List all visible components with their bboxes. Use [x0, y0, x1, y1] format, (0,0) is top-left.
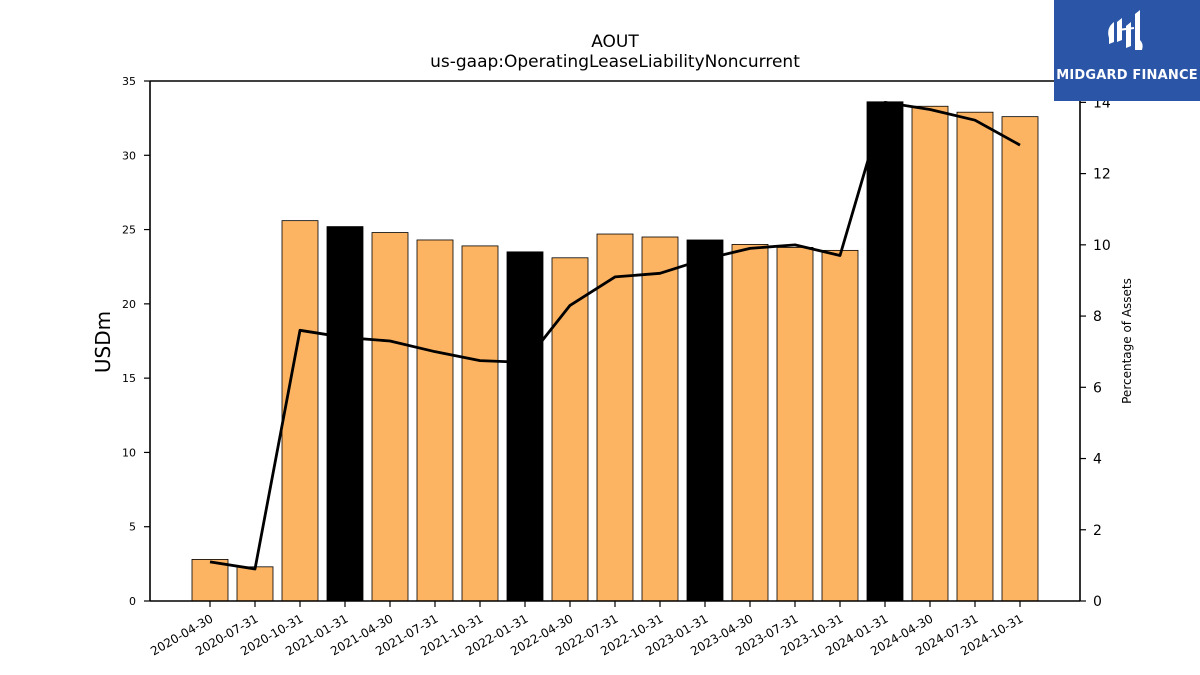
y2-tick-label: 2	[1093, 523, 1102, 539]
y-tick-label: 10	[122, 446, 136, 459]
axes: 05101520253035024681012142020-04-302020-…	[122, 75, 1111, 658]
y2-tick-label: 12	[1093, 167, 1111, 183]
y2-tick-label: 6	[1093, 380, 1102, 396]
y2-tick-label: 4	[1093, 452, 1102, 468]
y2-tick-label: 10	[1093, 238, 1111, 254]
bar-2024-04-30	[911, 105, 949, 602]
y-tick-label: 25	[122, 224, 136, 237]
y-tick-label: 35	[122, 75, 136, 88]
bar-2023-04-30	[731, 244, 769, 602]
bar-2022-10-31	[641, 236, 679, 602]
brand-logo: MIDGARD FINANCE	[1054, 0, 1200, 101]
y2-axis-label: Percentage of Assets	[1120, 278, 1134, 404]
bar-2021-01-31	[326, 226, 364, 602]
bar-2021-07-31	[416, 239, 454, 602]
bar-2020-10-31	[281, 220, 319, 602]
y2-tick-label: 8	[1093, 309, 1102, 325]
y-axis-label: USDm	[91, 311, 115, 373]
bar-series	[191, 101, 1039, 602]
bar-2020-07-31	[236, 566, 274, 602]
y-tick-label: 30	[122, 149, 136, 162]
percentage-line-series	[209, 100, 1021, 571]
y-tick-label: 20	[122, 298, 136, 311]
midgard-logo-icon	[1108, 10, 1143, 50]
bar-2024-01-31	[866, 101, 904, 602]
bar-2024-07-31	[956, 111, 994, 602]
y-tick-label: 5	[129, 521, 136, 534]
bar-2022-01-31	[506, 251, 544, 602]
y-tick-label: 15	[122, 372, 136, 385]
chart-subtitle: us-gaap:OperatingLeaseLiabilityNoncurren…	[430, 52, 800, 72]
bar-2022-07-31	[596, 233, 634, 602]
y-tick-label: 0	[129, 595, 136, 608]
bar-2020-04-30	[191, 559, 229, 602]
bar-2023-01-31	[686, 239, 724, 602]
logo-text: MIDGARD FINANCE	[1056, 68, 1198, 83]
bar-2022-04-30	[551, 257, 589, 602]
percentage-line	[209, 100, 1021, 571]
bar-2021-10-31	[461, 245, 499, 602]
bar-2021-04-30	[371, 232, 409, 602]
bar-2024-10-31	[1001, 116, 1039, 602]
bar-2023-10-31	[821, 249, 859, 602]
bar-2023-07-31	[776, 246, 814, 602]
y2-tick-label: 0	[1093, 594, 1102, 610]
chart-title: AOUT	[591, 32, 639, 52]
